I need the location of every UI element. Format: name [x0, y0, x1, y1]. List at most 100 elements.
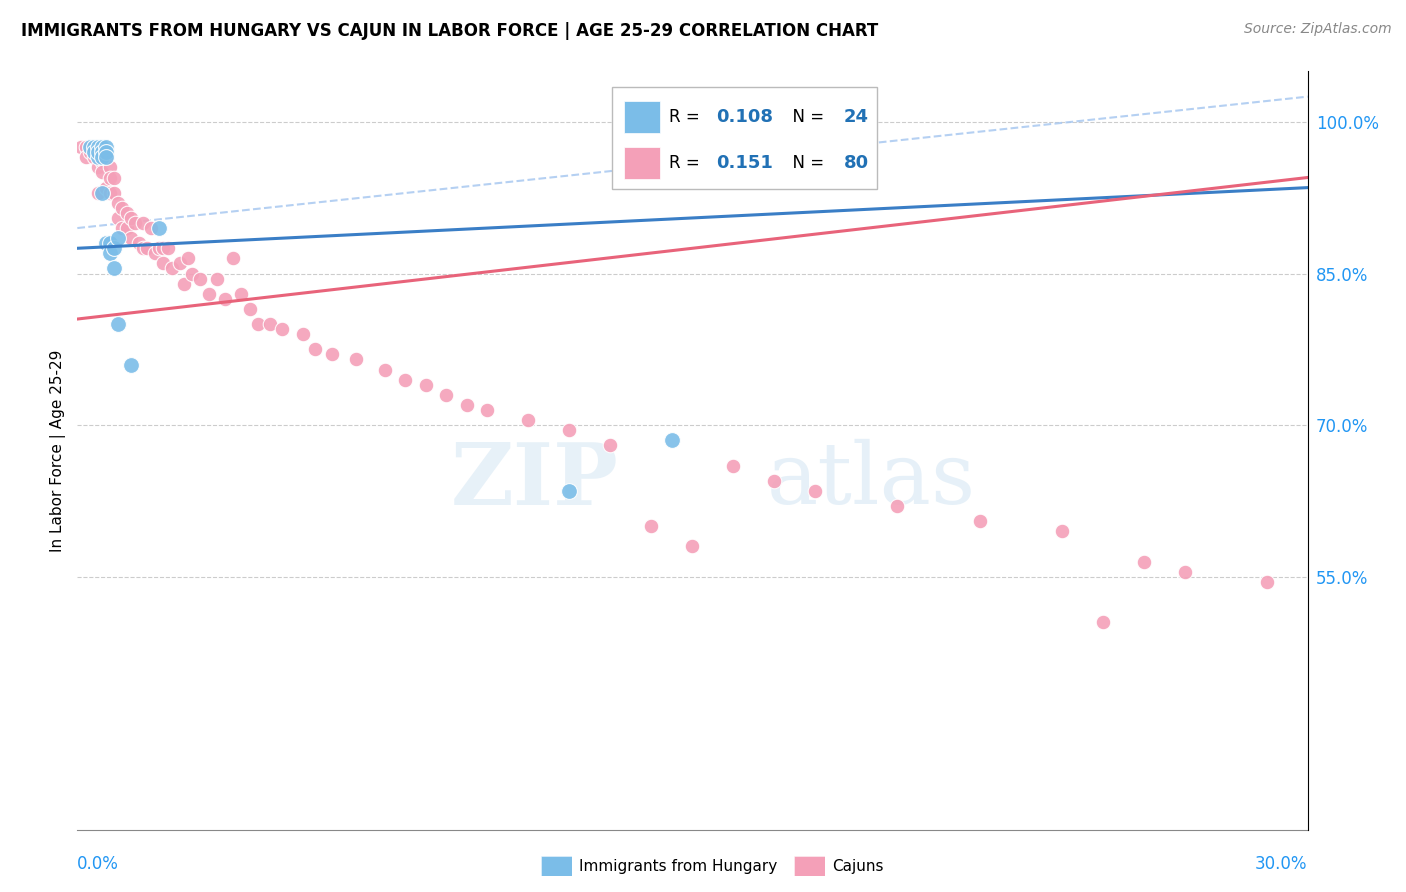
- Text: R =: R =: [669, 108, 704, 127]
- Point: [1256, 574, 1278, 589]
- Point: [75, 150, 97, 164]
- Text: N =: N =: [782, 154, 830, 172]
- Point: [169, 256, 191, 270]
- Point: [517, 413, 540, 427]
- Point: [87, 145, 110, 160]
- Point: [661, 434, 683, 448]
- Text: R =: R =: [669, 154, 704, 172]
- Point: [152, 256, 174, 270]
- Point: [90, 150, 114, 164]
- Text: Immigrants from Hungary: Immigrants from Hungary: [579, 859, 778, 873]
- Point: [231, 286, 253, 301]
- Point: [87, 150, 110, 164]
- Point: [120, 358, 142, 372]
- Point: [723, 458, 745, 473]
- Point: [143, 246, 166, 260]
- Point: [1050, 524, 1073, 539]
- Point: [291, 327, 314, 342]
- Point: [90, 145, 114, 160]
- Point: [94, 145, 117, 160]
- Point: [115, 221, 138, 235]
- Text: IMMIGRANTS FROM HUNGARY VS CAJUN IN LABOR FORCE | AGE 25-29 CORRELATION CHART: IMMIGRANTS FROM HUNGARY VS CAJUN IN LABO…: [21, 22, 879, 40]
- Point: [120, 211, 142, 225]
- Text: 0.108: 0.108: [716, 108, 773, 127]
- Point: [128, 236, 150, 251]
- Point: [640, 519, 662, 533]
- Point: [804, 483, 827, 498]
- Point: [111, 221, 134, 235]
- Point: [558, 423, 581, 437]
- Point: [70, 140, 93, 154]
- Point: [239, 301, 262, 316]
- Point: [79, 145, 101, 160]
- Text: ZIP: ZIP: [451, 439, 619, 523]
- Point: [259, 317, 281, 331]
- Text: Source: ZipAtlas.com: Source: ZipAtlas.com: [1244, 22, 1392, 37]
- Point: [682, 540, 704, 554]
- Text: Cajuns: Cajuns: [832, 859, 884, 873]
- FancyBboxPatch shape: [613, 87, 877, 189]
- Point: [181, 267, 204, 281]
- Text: N =: N =: [782, 108, 830, 127]
- Point: [79, 140, 101, 154]
- Text: 80: 80: [844, 154, 869, 172]
- Point: [271, 322, 294, 336]
- Point: [394, 373, 416, 387]
- Point: [98, 236, 121, 251]
- Point: [148, 241, 170, 255]
- Point: [87, 161, 110, 175]
- Text: 30.0%: 30.0%: [1256, 855, 1308, 873]
- Point: [87, 150, 110, 164]
- Point: [148, 221, 170, 235]
- Point: [124, 216, 146, 230]
- Point: [214, 292, 236, 306]
- Point: [87, 140, 110, 154]
- FancyBboxPatch shape: [624, 147, 661, 179]
- Point: [246, 317, 269, 331]
- Point: [103, 261, 125, 276]
- Point: [132, 216, 155, 230]
- Point: [177, 252, 200, 266]
- Text: 0.0%: 0.0%: [77, 855, 120, 873]
- Point: [103, 241, 125, 255]
- Point: [205, 271, 228, 285]
- Point: [87, 186, 110, 200]
- Point: [197, 286, 219, 301]
- Point: [107, 211, 129, 225]
- Point: [304, 343, 326, 357]
- Point: [94, 180, 117, 194]
- Point: [94, 150, 117, 164]
- Point: [98, 186, 121, 200]
- Point: [141, 221, 163, 235]
- Point: [103, 170, 125, 185]
- Point: [120, 231, 142, 245]
- Point: [1132, 555, 1154, 569]
- Point: [90, 145, 114, 160]
- Point: [83, 140, 105, 154]
- Point: [477, 403, 499, 417]
- Text: 24: 24: [844, 108, 869, 127]
- Text: 0.151: 0.151: [716, 154, 773, 172]
- Point: [107, 231, 129, 245]
- Point: [599, 438, 621, 452]
- Point: [90, 186, 114, 200]
- Point: [188, 271, 212, 285]
- Point: [456, 398, 478, 412]
- Point: [83, 140, 105, 154]
- Point: [1091, 615, 1114, 630]
- Point: [87, 140, 110, 154]
- Point: [321, 347, 343, 361]
- Point: [344, 352, 367, 367]
- Point: [886, 499, 908, 513]
- Point: [98, 161, 121, 175]
- Point: [160, 261, 183, 276]
- Point: [107, 317, 129, 331]
- Point: [173, 277, 195, 291]
- Point: [79, 140, 101, 154]
- Point: [83, 145, 105, 160]
- Point: [763, 474, 786, 488]
- Point: [132, 241, 155, 255]
- Point: [156, 241, 179, 255]
- Point: [98, 246, 121, 260]
- Point: [115, 206, 138, 220]
